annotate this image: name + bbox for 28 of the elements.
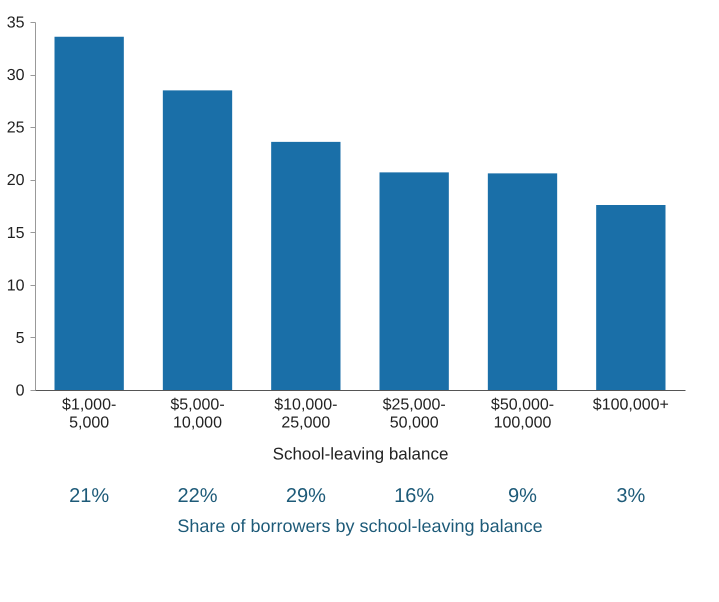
y-tick-label: 35	[6, 14, 25, 32]
text: 22%	[177, 485, 218, 507]
x-tick-label: $50,000-100,000	[490, 396, 554, 432]
bar	[596, 204, 666, 390]
x-tick-label: $100,000+	[592, 396, 669, 414]
text: 21%	[69, 485, 110, 507]
y-tick-label: 15	[6, 224, 25, 242]
text: 29%	[286, 485, 326, 507]
x-tick-label: $10,000-25,000	[274, 396, 338, 432]
y-tick-label: 5	[16, 330, 25, 347]
bar	[488, 173, 558, 390]
text: 3%	[616, 485, 646, 507]
y-tick-label: 20	[6, 172, 25, 190]
y-tick-label: 30	[6, 67, 25, 84]
x-tick-label: $1,000-5,000	[62, 396, 116, 432]
y-tick-label: 25	[6, 120, 25, 137]
bar	[162, 90, 232, 390]
x-axis-title: School-leaving balance	[272, 444, 448, 464]
y-tick-label: 0	[16, 382, 25, 400]
bar	[380, 172, 449, 390]
y-tick-label: 10	[6, 277, 25, 294]
x-tick-label: $5,000-10,000	[170, 396, 225, 432]
bar	[271, 142, 340, 390]
bar	[54, 36, 124, 390]
x-tick-label: $25,000-50,000	[382, 396, 446, 432]
text: Share of borrowers by school-leaving balance	[177, 516, 543, 536]
text: 16%	[394, 485, 434, 507]
text: 9%	[508, 485, 538, 507]
